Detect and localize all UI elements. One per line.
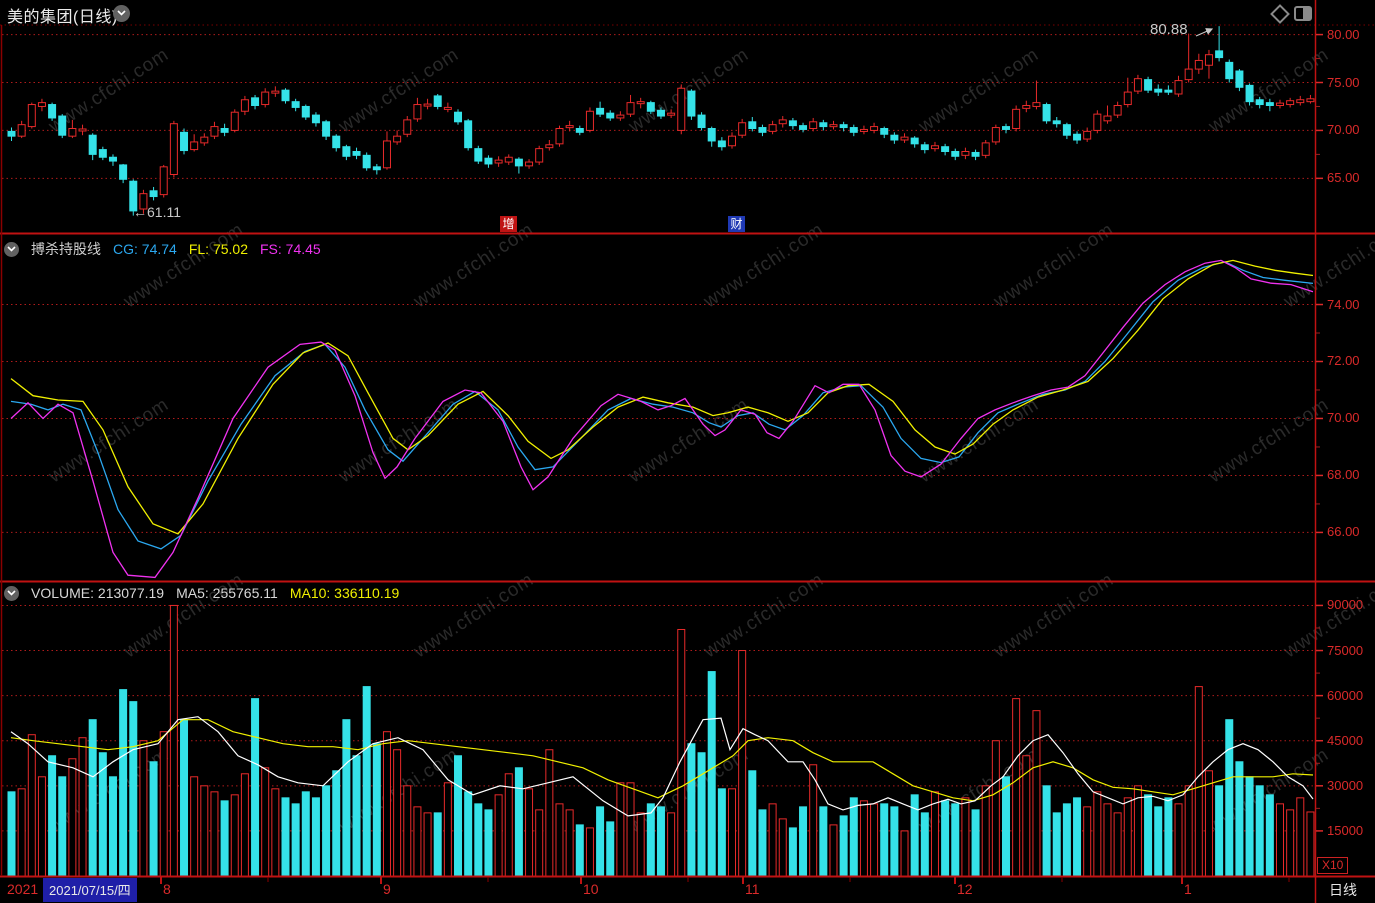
month-label: 8	[163, 881, 171, 897]
month-label: 1	[1184, 881, 1192, 897]
axis-tick-label: 80.00	[1327, 26, 1360, 42]
volume-legend-volume: VOLUME: 213077.19	[31, 585, 165, 601]
axis-tick-label: 72.00	[1327, 353, 1360, 369]
axis-tick-label: 68.00	[1327, 467, 1360, 483]
year-label: 2021	[7, 881, 39, 897]
volume-collapse-icon[interactable]	[4, 585, 19, 601]
low-price-annotation: ←61.11	[133, 204, 181, 220]
indicator-name: 搏杀持股线	[31, 241, 101, 257]
axis-tick-label: 75.00	[1327, 74, 1360, 90]
current-date-box[interactable]: 2021/07/15/四	[43, 878, 137, 902]
volume-multiplier-badge: X10	[1317, 857, 1349, 874]
event-marker-cai[interactable]: 财	[728, 216, 745, 232]
axis-tick-label: 74.00	[1327, 296, 1360, 312]
month-label: 9	[383, 881, 391, 897]
axis-tick-label: 70.00	[1327, 410, 1360, 426]
axis-tick-label: 65.00	[1327, 170, 1360, 186]
high-price-annotation: 80.88	[1150, 21, 1188, 38]
month-label: 11	[745, 881, 760, 897]
month-label: 10	[583, 881, 599, 897]
axis-tick-label: 90000	[1327, 597, 1364, 613]
indicator-legend-fs: FS: 74.45	[259, 241, 321, 257]
axis-tick-label: 70.00	[1327, 122, 1360, 138]
volume-legend-ma10: MA10: 336110.19	[289, 585, 400, 601]
axis-tick-label: 66.00	[1327, 524, 1360, 540]
month-label: 12	[957, 881, 973, 897]
period-label[interactable]: 日线	[1329, 882, 1357, 898]
axis-tick-label: 15000	[1327, 822, 1364, 838]
panel-layout-icon[interactable]	[1294, 6, 1312, 21]
symbol-title: 美的集团(日线)	[7, 9, 118, 26]
symbol-dropdown-button[interactable]	[113, 5, 130, 22]
indicator-panel-header: 搏杀持股线 CG: 74.74 FL: 75.02 FS: 74.45	[4, 239, 321, 259]
axis-tick-label: 60000	[1327, 687, 1364, 703]
event-marker-zeng[interactable]: 增	[500, 216, 517, 232]
indicator-legend-fl: FL: 75.02	[188, 241, 248, 257]
volume-panel-header: VOLUME: 213077.19 MA5: 255765.11 MA10: 3…	[4, 585, 399, 601]
axis-tick-label: 45000	[1327, 732, 1364, 748]
indicator-collapse-icon[interactable]	[4, 241, 19, 257]
axis-tick-label: 30000	[1327, 777, 1364, 793]
indicator-legend-cg: CG: 74.74	[113, 241, 177, 257]
axis-tick-label: 75000	[1327, 642, 1364, 658]
volume-legend-ma5: MA5: 255765.11	[176, 585, 278, 601]
